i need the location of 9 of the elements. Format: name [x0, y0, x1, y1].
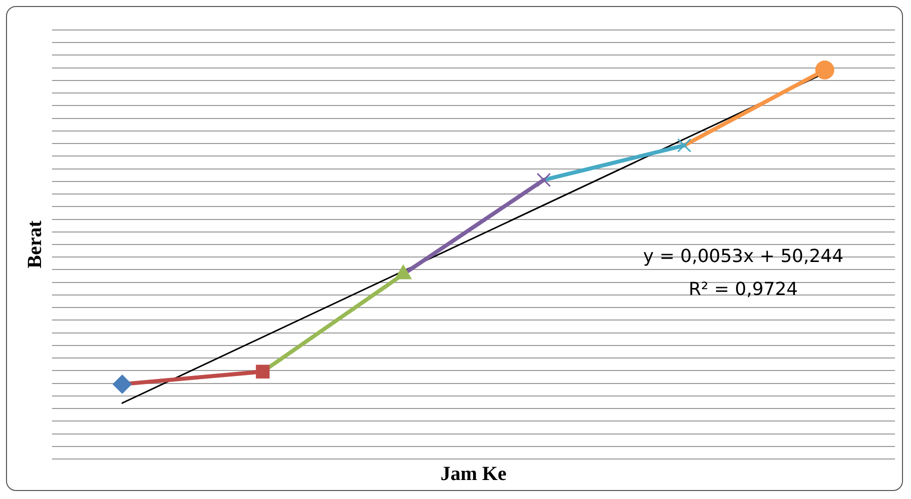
point — [815, 60, 834, 80]
point — [256, 364, 270, 378]
x-axis-title: Jam Ke — [440, 463, 507, 486]
point — [536, 172, 551, 188]
annotation: R² = 0,9724 — [688, 279, 798, 300]
point — [112, 374, 132, 394]
y-axis-title: Berat — [24, 220, 46, 268]
annotation: y = 0,0053x + 50,244 — [643, 246, 844, 268]
point — [677, 138, 692, 152]
